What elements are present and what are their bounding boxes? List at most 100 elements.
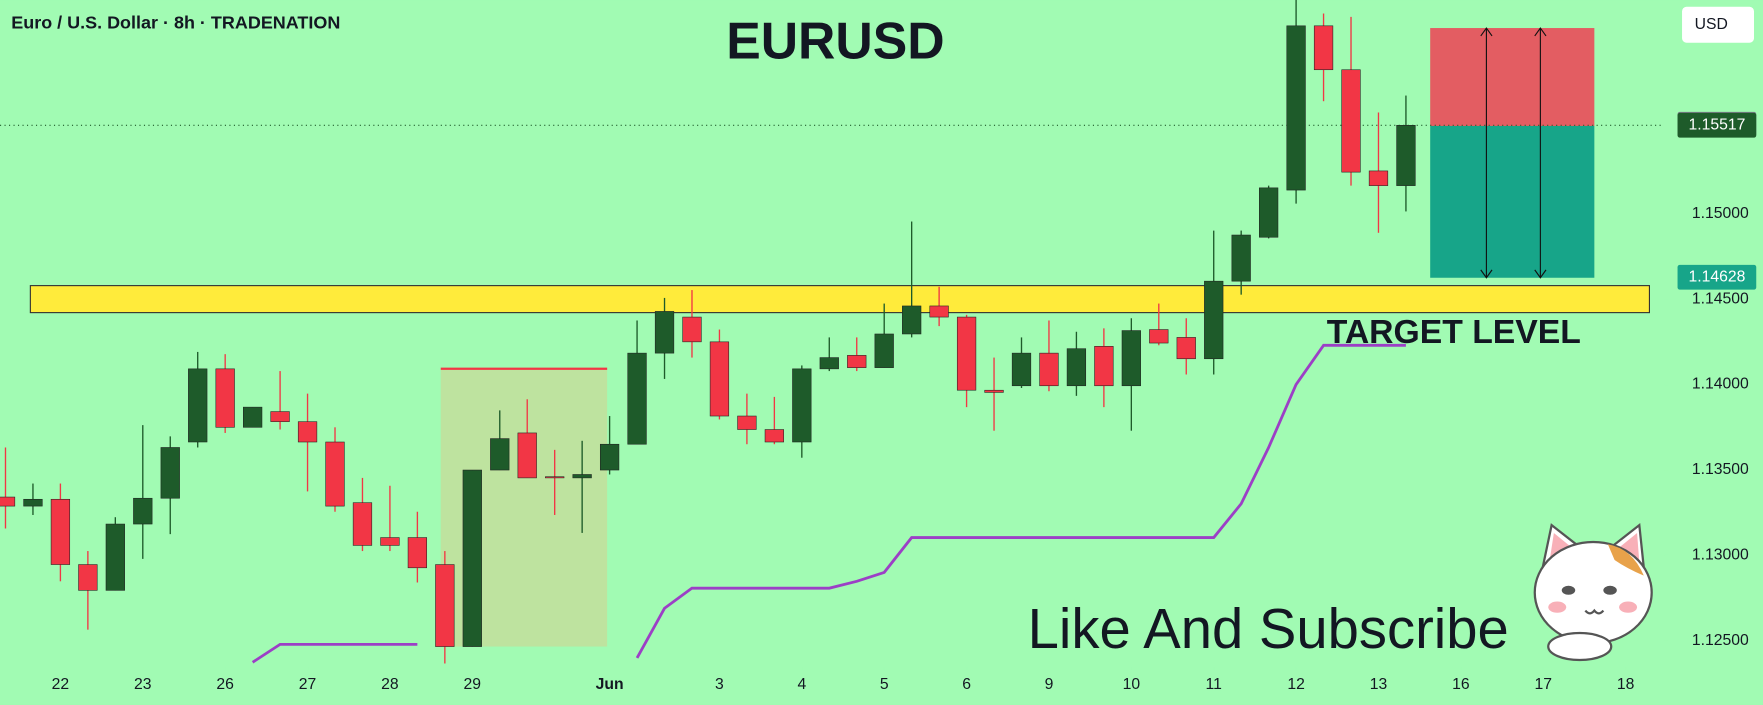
- x-tick-label: 17: [1534, 676, 1552, 693]
- cat-sticker: [1533, 522, 1653, 662]
- x-tick-label: 27: [299, 676, 317, 693]
- x-tick-label: 9: [1045, 676, 1054, 693]
- x-tick-label: 29: [464, 676, 482, 693]
- candle-body: [380, 537, 400, 546]
- candle-body: [792, 368, 812, 443]
- candle-body: [490, 438, 510, 471]
- candle-body: [654, 311, 675, 354]
- candle-body: [1176, 337, 1196, 360]
- candle-body: [1011, 352, 1032, 387]
- candle-body: [764, 429, 784, 443]
- candle-body: [874, 333, 894, 368]
- x-tick-label: 10: [1123, 676, 1141, 693]
- arrow-head: [1534, 27, 1547, 37]
- x-tick-label: 16: [1452, 676, 1470, 693]
- candle-body: [23, 498, 43, 507]
- x-tick-label: 28: [381, 676, 399, 693]
- candle-body: [902, 305, 922, 335]
- candle-body: [0, 496, 16, 507]
- price-badge: [1677, 112, 1757, 138]
- candle-body: [78, 564, 98, 591]
- support-zone: [29, 285, 1651, 314]
- candle-body: [627, 352, 647, 445]
- arrow-head: [1480, 269, 1493, 279]
- x-tick-label: 3: [715, 676, 724, 693]
- price-badge: [1677, 264, 1757, 290]
- y-tick-label: 1.13500: [1692, 461, 1749, 478]
- candle-body: [1259, 187, 1279, 238]
- arrow-head: [1534, 269, 1547, 279]
- candle-body: [1286, 25, 1306, 191]
- x-tick-label: 12: [1287, 676, 1305, 693]
- candle-body: [407, 537, 428, 569]
- candle-body: [984, 389, 1004, 393]
- candle-body: [215, 368, 235, 428]
- candle-body: [1039, 352, 1059, 387]
- x-tick-label: 26: [216, 676, 234, 693]
- chart-title: EURUSD: [726, 12, 944, 70]
- candle-body: [188, 368, 208, 443]
- candle-body: [1341, 69, 1361, 173]
- candle-body: [709, 341, 730, 417]
- candle-body: [105, 523, 125, 591]
- back-layer: [29, 27, 1651, 647]
- y-tick-label: 1.15000: [1692, 205, 1749, 222]
- candle-body: [847, 355, 867, 368]
- candle-body: [545, 476, 565, 479]
- x-tick-label: Jun: [596, 676, 624, 693]
- candle-body: [1066, 348, 1087, 387]
- candle-body: [1204, 280, 1224, 360]
- candle-body: [1149, 329, 1169, 344]
- x-tick-label: 23: [134, 676, 152, 693]
- candle-body: [517, 432, 537, 479]
- candle-body: [1094, 346, 1114, 387]
- candle-body: [297, 421, 318, 443]
- x-tick-label: 13: [1370, 676, 1388, 693]
- candle-body: [929, 305, 949, 318]
- candle-body: [133, 497, 153, 525]
- candle-body: [160, 447, 180, 499]
- candle-body: [243, 406, 263, 428]
- candle-body: [737, 415, 757, 430]
- arrow-head: [1480, 27, 1493, 37]
- x-tick-label: 5: [880, 676, 889, 693]
- candle-body: [682, 316, 702, 343]
- target-box: [1430, 125, 1595, 278]
- y-tick-label: 1.14000: [1692, 376, 1749, 393]
- x-tick-label: 22: [52, 676, 70, 693]
- candle-body: [1121, 330, 1141, 387]
- candle-body: [435, 564, 455, 647]
- candle-body: [956, 316, 977, 391]
- candle-body: [599, 443, 620, 471]
- subscribe-text: Like And Subscribe: [1028, 597, 1509, 660]
- x-tick-label: 6: [962, 676, 971, 693]
- currency-label[interactable]: USD: [1695, 16, 1728, 33]
- candle-body: [462, 469, 482, 647]
- currency-button[interactable]: [1682, 6, 1755, 43]
- x-tick-label: 18: [1617, 676, 1635, 693]
- x-tick-label: 4: [797, 676, 806, 693]
- candle-body: [50, 498, 71, 565]
- y-tick-label: 1.12500: [1692, 632, 1749, 649]
- candle-body: [270, 411, 290, 422]
- target-label: TARGET LEVEL: [1327, 313, 1581, 351]
- candle-body: [572, 474, 592, 479]
- stop-box: [1430, 28, 1595, 126]
- candle-body: [352, 502, 373, 546]
- candle-body: [819, 357, 839, 370]
- candle-body: [1396, 125, 1416, 186]
- candle-body: [1313, 25, 1334, 71]
- y-tick-label: 1.13000: [1692, 547, 1749, 564]
- x-tick-label: 11: [1206, 676, 1222, 693]
- symbol-header: Euro / U.S. Dollar · 8h · TRADENATION: [11, 12, 340, 32]
- main-layer: 1.12500 1.13000 1.13500 1.14000 1.14500 1.150…: [0, 0, 1757, 693]
- candle-body: [1231, 234, 1251, 282]
- candle-body: [325, 441, 345, 507]
- indicator-line: [251, 343, 1406, 664]
- candle-body: [1368, 170, 1389, 186]
- price-badge-label: 1.15517: [1688, 116, 1745, 133]
- price-badge-label: 1.14628: [1688, 268, 1745, 285]
- y-tick-label: 1.14500: [1692, 290, 1749, 307]
